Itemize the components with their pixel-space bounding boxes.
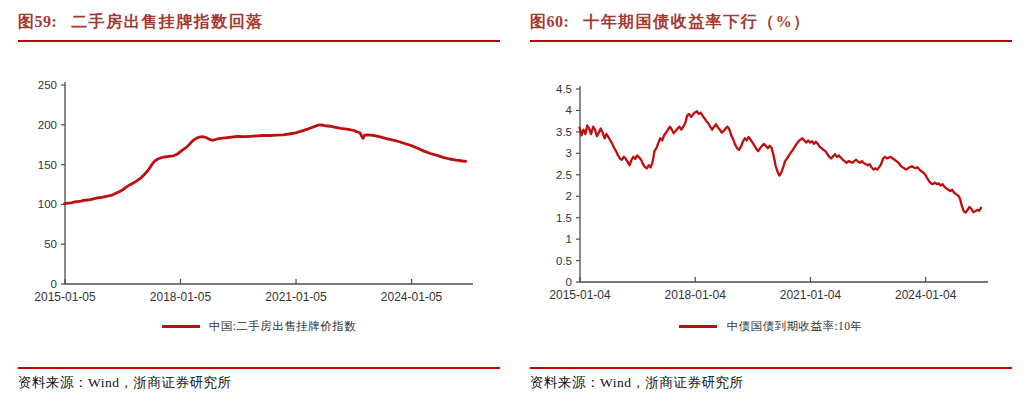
y-axis-tick-label: 250 — [38, 79, 57, 91]
y-axis-tick-label: 4 — [566, 104, 573, 116]
x-axis-tick-label: 2021-01-05 — [265, 290, 327, 304]
figure-59-title: 二手房出售挂牌指数回落 — [71, 10, 264, 34]
y-axis-tick-label: 150 — [38, 159, 57, 171]
y-axis-tick-label: 2 — [566, 190, 572, 202]
figure-59-header: 图59: 二手房出售挂牌指数回落 — [18, 10, 500, 34]
treasury-yield-line-chart: 0 0.5 1 1.5 2 2.5 3 3.5 4 4.5 2015-01-04 2018-01-04… — [512, 55, 1024, 310]
axes — [65, 82, 473, 284]
figure-60-header: 图60: 十年期国债收益率下行（%） — [530, 10, 1012, 34]
y-axis-tick-label: 2.5 — [556, 169, 572, 181]
figure-59-bottom-rule — [18, 367, 500, 369]
report-figures-panel: 图59: 二手房出售挂牌指数回落 0 50 100 150 200 250 2015-01-0… — [0, 0, 1024, 403]
y-axis-tick-label: 0 — [566, 276, 572, 288]
figure-60-title: 十年期国债收益率下行（%） — [583, 10, 811, 34]
red-line-legend-marker — [679, 325, 717, 328]
figure-59-legend: 中国:二手房出售挂牌价指数 — [18, 317, 500, 335]
figure-59-title-rule — [18, 40, 500, 42]
x-axis-tick-label: 2021-01-04 — [780, 288, 842, 302]
axes — [580, 86, 988, 282]
figure-59-number: 图59: — [18, 10, 57, 34]
x-axis-tick-label: 2015-01-04 — [549, 288, 611, 302]
figure-60-number: 图60: — [530, 10, 569, 34]
figure-60-source: 资料来源：Wind，浙商证券研究所 — [530, 374, 1012, 392]
series-line — [580, 111, 981, 212]
x-axis-tick-label: 2015-01-05 — [34, 290, 96, 304]
figure-60-bottom-rule — [530, 367, 1012, 369]
series-line — [65, 125, 466, 204]
x-axis-tick-label: 2018-01-04 — [665, 288, 727, 302]
listing-index-line-chart: 0 50 100 150 200 250 2015-01-05 2018-01-05 2021-… — [0, 55, 512, 310]
y-axis-tick-label: 0 — [51, 278, 57, 290]
y-axis-tick-label: 1.5 — [556, 212, 572, 224]
figure-60-title-rule — [530, 40, 1012, 42]
y-axis-tick-label: 3.5 — [556, 126, 572, 138]
x-axis-tick-label: 2018-01-05 — [150, 290, 212, 304]
y-axis-tick-label: 200 — [38, 119, 57, 131]
y-axis-tick-label: 1 — [566, 233, 572, 245]
figure-59-source: 资料来源：Wind，浙商证券研究所 — [18, 374, 500, 392]
y-axis-tick-label: 0.5 — [556, 255, 572, 267]
y-axis-tick-label: 50 — [44, 238, 57, 250]
red-line-legend-marker — [162, 325, 200, 328]
figure-59-legend-label: 中国:二手房出售挂牌价指数 — [209, 319, 357, 334]
x-axis-tick-label: 2024-01-05 — [381, 290, 443, 304]
figure-60: 图60: 十年期国债收益率下行（%） 0 0.5 1 1.5 2 2.5 3 3.5 4 4.5 20… — [512, 0, 1024, 403]
y-axis-tick-label: 4.5 — [556, 83, 572, 95]
figure-60-legend-label: 中债国债到期收益率:10年 — [726, 319, 862, 334]
figure-60-legend: 中债国债到期收益率:10年 — [530, 317, 1012, 335]
figure-59: 图59: 二手房出售挂牌指数回落 0 50 100 150 200 250 2015-01-0… — [0, 0, 512, 403]
y-axis-tick-label: 3 — [566, 147, 572, 159]
x-axis-tick-label: 2024-01-04 — [895, 288, 957, 302]
y-axis-tick-label: 100 — [38, 198, 57, 210]
